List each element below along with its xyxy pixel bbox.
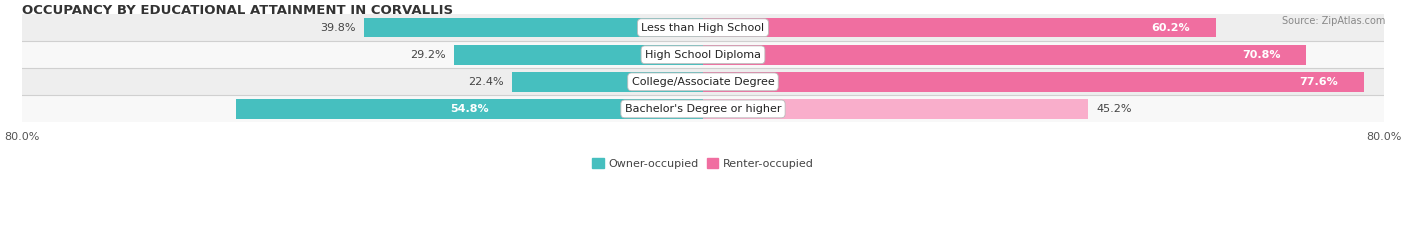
Bar bbox=[703, 45, 1306, 65]
Text: 22.4%: 22.4% bbox=[468, 77, 503, 87]
Text: OCCUPANCY BY EDUCATIONAL ATTAINMENT IN CORVALLIS: OCCUPANCY BY EDUCATIONAL ATTAINMENT IN C… bbox=[22, 4, 453, 17]
Text: College/Associate Degree: College/Associate Degree bbox=[631, 77, 775, 87]
Text: High School Diploma: High School Diploma bbox=[645, 50, 761, 60]
Bar bbox=[512, 72, 703, 92]
Bar bbox=[236, 99, 703, 119]
Text: Bachelor's Degree or higher: Bachelor's Degree or higher bbox=[624, 104, 782, 114]
Bar bbox=[22, 41, 1384, 68]
Bar bbox=[703, 72, 1364, 92]
Text: Source: ZipAtlas.com: Source: ZipAtlas.com bbox=[1281, 16, 1385, 26]
Legend: Owner-occupied, Renter-occupied: Owner-occupied, Renter-occupied bbox=[588, 154, 818, 173]
Text: 77.6%: 77.6% bbox=[1299, 77, 1339, 87]
Bar bbox=[22, 14, 1384, 41]
Bar bbox=[703, 99, 1088, 119]
Bar bbox=[364, 18, 703, 38]
Text: 29.2%: 29.2% bbox=[411, 50, 446, 60]
Bar bbox=[703, 18, 1216, 38]
Text: 39.8%: 39.8% bbox=[321, 23, 356, 33]
Bar bbox=[454, 45, 703, 65]
Text: Less than High School: Less than High School bbox=[641, 23, 765, 33]
Bar bbox=[22, 68, 1384, 95]
Text: 54.8%: 54.8% bbox=[450, 104, 489, 114]
Text: 70.8%: 70.8% bbox=[1241, 50, 1281, 60]
Text: 60.2%: 60.2% bbox=[1152, 23, 1189, 33]
Bar bbox=[22, 95, 1384, 123]
Text: 45.2%: 45.2% bbox=[1097, 104, 1132, 114]
